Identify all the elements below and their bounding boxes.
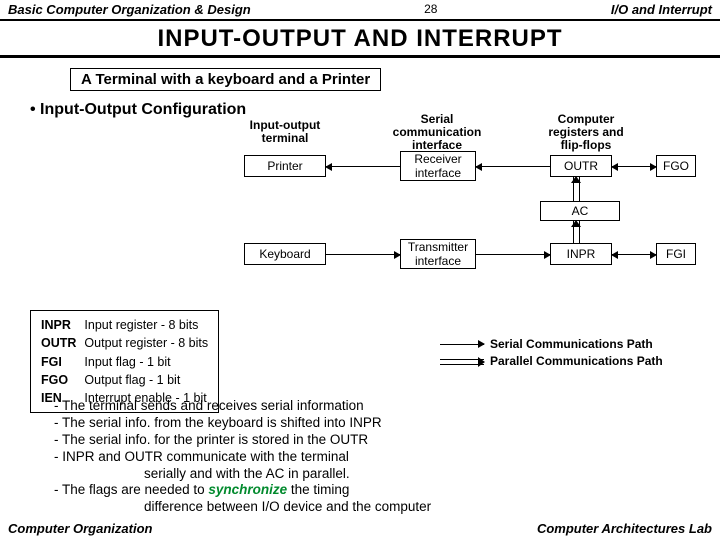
- legend-serial-icon: [440, 340, 484, 350]
- table-row: INPRInput register - 8 bits: [41, 317, 208, 333]
- synchronize-word: synchronize: [208, 482, 287, 497]
- box-ac: AC: [540, 201, 620, 221]
- box-transmitter: Transmitterinterface: [400, 239, 476, 269]
- table-row: FGOOutput flag - 1 bit: [41, 372, 208, 388]
- box-outr: OUTR: [550, 155, 612, 177]
- header-right: I/O and Interrupt: [611, 2, 712, 17]
- arrow-outr-fgo: [612, 166, 656, 167]
- col-registers: Computerregisters andflip-flops: [536, 113, 636, 153]
- header-left: Basic Computer Organization & Design: [8, 2, 251, 17]
- box-fgo: FGO: [656, 155, 696, 177]
- page-number: 28: [424, 2, 437, 17]
- description-text: - The terminal sends and receives serial…: [54, 398, 431, 516]
- box-receiver: Receiverinterface: [400, 151, 476, 181]
- legend-serial: Serial Communications Path: [490, 337, 653, 351]
- box-keyboard: Keyboard: [244, 243, 326, 265]
- arrow-outr-recv: [476, 166, 550, 167]
- footer-left: Computer Organization: [8, 521, 152, 536]
- arrow-recv-printer: [326, 166, 400, 167]
- table-row: OUTROutput register - 8 bits: [41, 335, 208, 351]
- arrow-trans-inpr: [476, 254, 550, 255]
- rule-title: [0, 55, 720, 58]
- legend-parallel-icon: [440, 357, 484, 367]
- box-inpr: INPR: [550, 243, 612, 265]
- io-diagram: Input-outputterminal Serialcommunication…: [0, 119, 720, 309]
- legend-parallel: Parallel Communications Path: [490, 354, 663, 368]
- legend: Serial Communications Path Parallel Comm…: [440, 336, 663, 370]
- subtitle-box: A Terminal with a keyboard and a Printer: [70, 68, 381, 91]
- arrow-kbd-trans: [326, 254, 400, 255]
- box-fgi: FGI: [656, 243, 696, 265]
- footer-right: Computer Architectures Lab: [537, 521, 712, 536]
- col-interface: Serialcommunicationinterface: [382, 113, 492, 153]
- page-title: INPUT-OUTPUT AND INTERRUPT: [0, 21, 720, 55]
- col-terminal: Input-outputterminal: [240, 119, 330, 145]
- table-row: FGIInput flag - 1 bit: [41, 354, 208, 370]
- box-printer: Printer: [244, 155, 326, 177]
- arrow-inpr-fgi: [612, 254, 656, 255]
